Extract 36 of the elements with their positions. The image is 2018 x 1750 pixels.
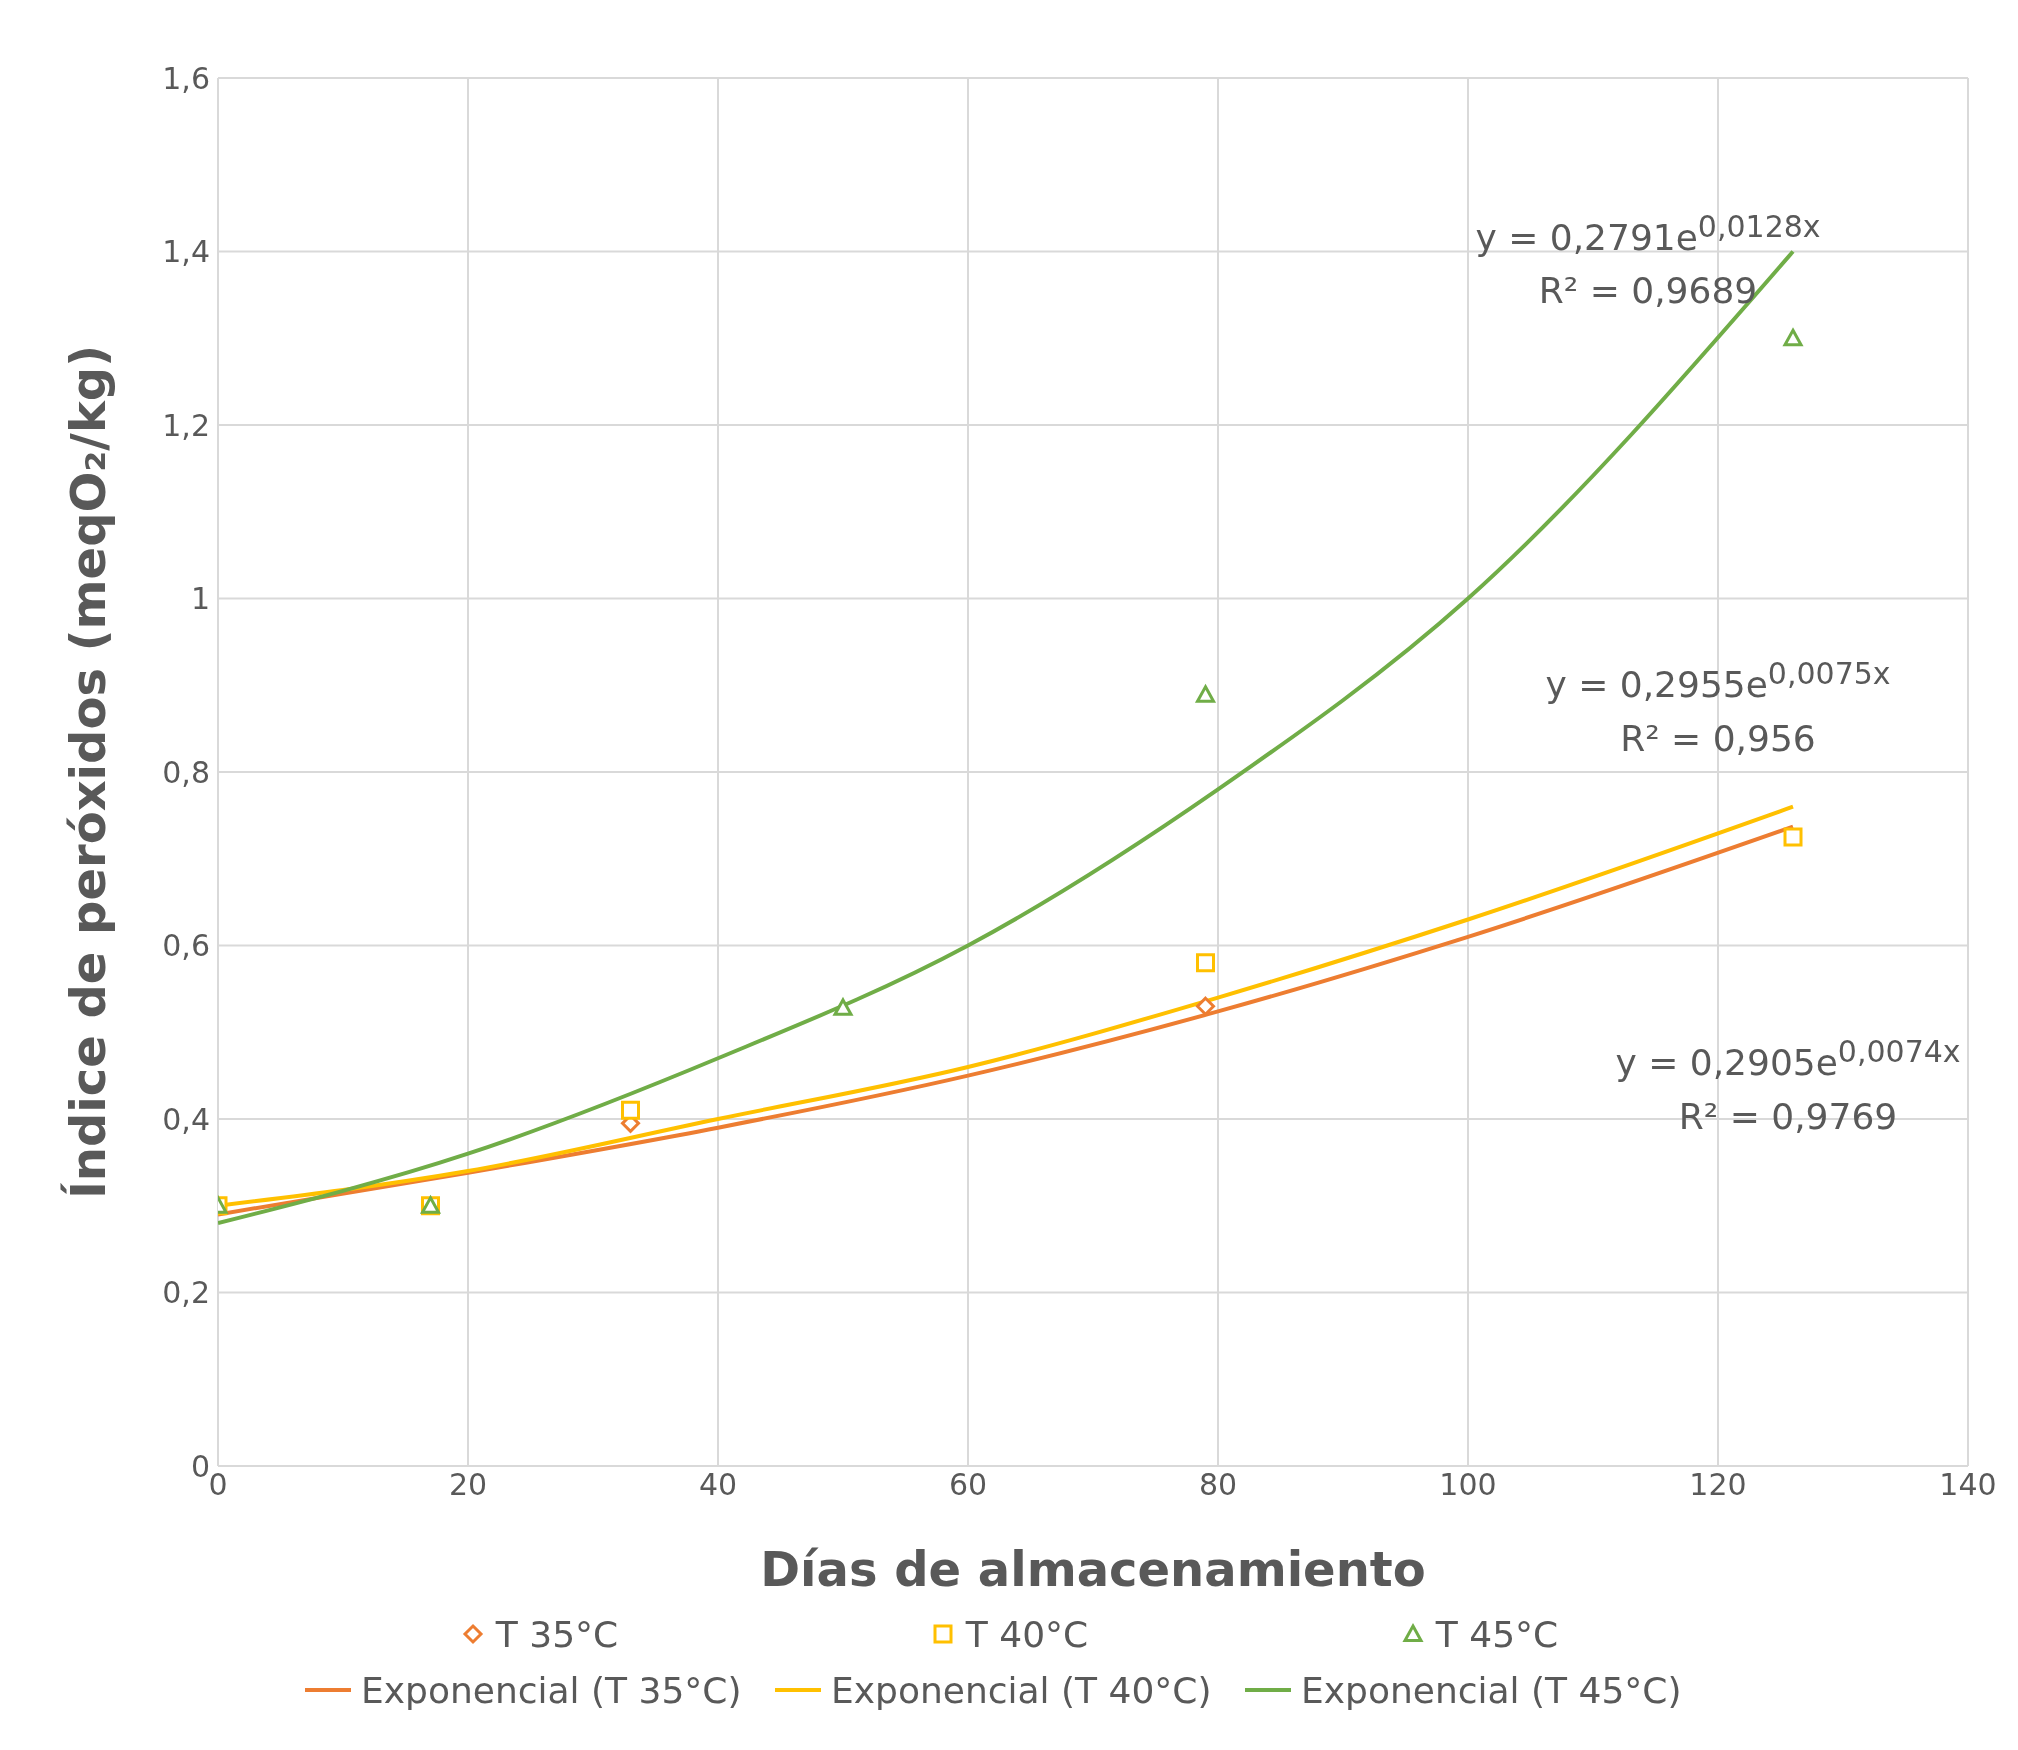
- y-axis-title: Índice de peróxidos (meqO₂/kg): [60, 344, 117, 1200]
- x-tick-label: 20: [448, 1467, 488, 1503]
- x-tick-label: 120: [1689, 1467, 1747, 1503]
- y-tick-label: 1,2: [162, 407, 210, 443]
- x-tick-label: 60: [948, 1467, 988, 1503]
- point: [833, 998, 853, 1016]
- annotation: R² = 0,9769: [1678, 1095, 1898, 1137]
- annotation: R² = 0,956: [1620, 717, 1816, 759]
- point: [1196, 685, 1215, 703]
- legend-label: Exponencial (T 45°C): [1301, 1669, 1682, 1711]
- annotation: y = 0,2791e$^{0,0128x}$: [1475, 208, 1821, 258]
- y-tick-label: 0,6: [162, 928, 210, 964]
- x-tick-label: 100: [1439, 1467, 1497, 1503]
- legend-label: T 45°C: [1435, 1613, 1559, 1655]
- y-tick-label: 0,8: [162, 754, 210, 790]
- x-tick-label: 140: [1939, 1467, 1997, 1503]
- x-tick-label: 40: [698, 1467, 738, 1503]
- point: [1783, 827, 1803, 847]
- y-tick-label: 1,6: [162, 60, 210, 96]
- legend-label: T 35°C: [495, 1613, 619, 1655]
- point: [621, 1100, 640, 1120]
- y-tick-label: 1: [190, 581, 210, 617]
- legend-label: Exponencial (T 40°C): [831, 1669, 1212, 1711]
- x-tick-label: 80: [1198, 1467, 1238, 1503]
- legend-label: T 40°C: [965, 1613, 1089, 1655]
- point: [1783, 328, 1803, 347]
- annotation: R² = 0,9689: [1538, 269, 1758, 311]
- annotation: y = 0,2955e$^{0,0075x}$: [1545, 655, 1891, 705]
- point: [1196, 996, 1215, 1016]
- point: [1196, 953, 1215, 973]
- y-tick-label: 0,4: [162, 1101, 210, 1137]
- y-tick-label: 1,4: [162, 234, 210, 270]
- y-tick-label: 0,2: [162, 1275, 210, 1311]
- x-axis-title: Días de almacenamiento: [760, 1541, 1426, 1597]
- legend-label: Exponencial (T 35°C): [361, 1669, 742, 1711]
- annotation: y = 0,2905e$^{0,0074x}$: [1615, 1033, 1961, 1083]
